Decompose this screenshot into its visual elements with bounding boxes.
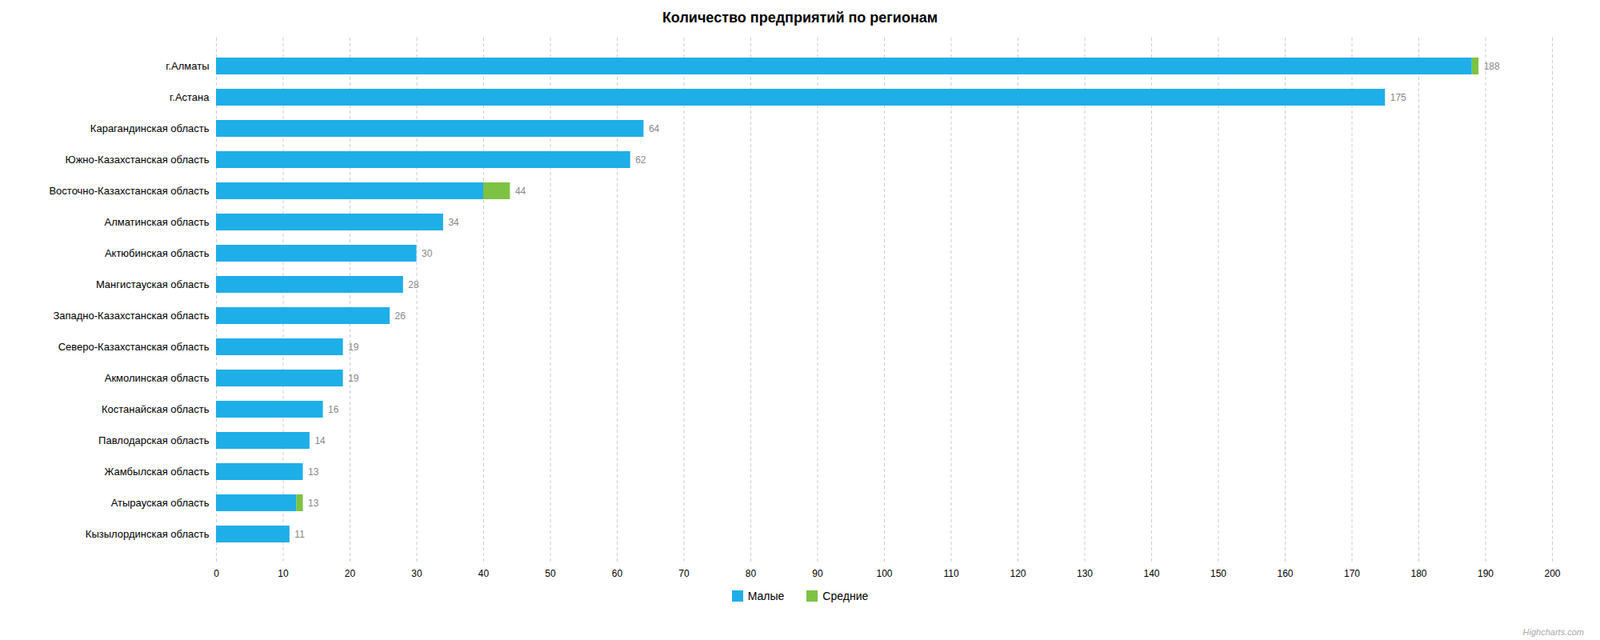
svg-text:Атырауская область: Атырауская область: [111, 496, 210, 509]
svg-text:Карагандинская область: Карагандинская область: [90, 122, 210, 135]
svg-text:Павлодарская область: Павлодарская область: [98, 434, 210, 447]
svg-text:70: 70: [678, 568, 690, 580]
svg-text:Акмолинская область: Акмолинская область: [104, 372, 210, 384]
svg-text:Жамбылская область: Жамбылская область: [104, 465, 209, 478]
svg-text:26: 26: [395, 310, 407, 322]
svg-text:190: 190: [1477, 568, 1494, 580]
svg-text:44: 44: [515, 185, 527, 197]
svg-text:188: 188: [1484, 60, 1500, 72]
svg-text:13: 13: [308, 497, 320, 509]
svg-text:150: 150: [1210, 568, 1227, 580]
svg-text:50: 50: [544, 568, 556, 580]
svg-text:30: 30: [411, 568, 423, 580]
svg-text:80: 80: [745, 568, 757, 580]
svg-text:Восточно-Казахстанская область: Восточно-Казахстанская область: [48, 184, 209, 197]
svg-text:30: 30: [421, 248, 433, 260]
svg-text:г.Алматы: г.Алматы: [165, 60, 209, 72]
svg-text:90: 90: [812, 568, 824, 580]
svg-text:11: 11: [294, 528, 305, 540]
html-text:Средние: Средние: [822, 589, 869, 603]
svg-text:Костанайская область: Костанайская область: [101, 403, 210, 416]
svg-text:Мангистауская область: Мангистауская область: [96, 278, 210, 291]
svg-text:16: 16: [328, 404, 340, 416]
svg-text:110: 110: [943, 568, 959, 580]
html-text:Малые: Малые: [747, 589, 785, 603]
svg-text:Южно-Казахстанская область: Южно-Казахстанская область: [65, 153, 210, 166]
svg-text:34: 34: [448, 216, 460, 228]
svg-text:100: 100: [876, 568, 892, 580]
svg-text:10: 10: [277, 568, 289, 580]
svg-text:62: 62: [635, 154, 647, 166]
svg-text:175: 175: [1390, 92, 1407, 104]
svg-text:Актюбинская область: Актюбинская область: [104, 247, 210, 260]
svg-text:40: 40: [478, 568, 490, 580]
svg-text:Северо-Казахстанская область: Северо-Казахстанская область: [58, 340, 210, 353]
svg-text:0: 0: [213, 568, 220, 580]
svg-text:180: 180: [1410, 568, 1427, 580]
svg-text:13: 13: [308, 466, 320, 478]
svg-text:19: 19: [348, 372, 360, 384]
svg-text:170: 170: [1344, 568, 1360, 580]
svg-text:200: 200: [1544, 568, 1560, 580]
svg-text:64: 64: [648, 123, 660, 135]
svg-text:Западно-Казахстанская область: Западно-Казахстанская область: [52, 309, 209, 322]
svg-text:19: 19: [348, 341, 360, 353]
svg-text:г.Астана: г.Астана: [169, 91, 210, 104]
html-text:Количество предприятий по реги: Количество предприятий по регионам: [662, 9, 938, 26]
svg-text:14: 14: [314, 435, 326, 447]
svg-text:160: 160: [1276, 568, 1293, 580]
svg-text:20: 20: [344, 568, 356, 580]
svg-text:60: 60: [612, 568, 624, 580]
svg-text:130: 130: [1076, 568, 1093, 580]
html-text:Highcharts.com: Highcharts.com: [1522, 627, 1584, 637]
svg-text:28: 28: [408, 279, 420, 291]
svg-text:Кызылординская область: Кызылординская область: [85, 528, 210, 540]
svg-text:120: 120: [1009, 568, 1026, 580]
svg-text:Алматинская область: Алматинская область: [104, 216, 209, 228]
svg-text:140: 140: [1143, 568, 1160, 580]
